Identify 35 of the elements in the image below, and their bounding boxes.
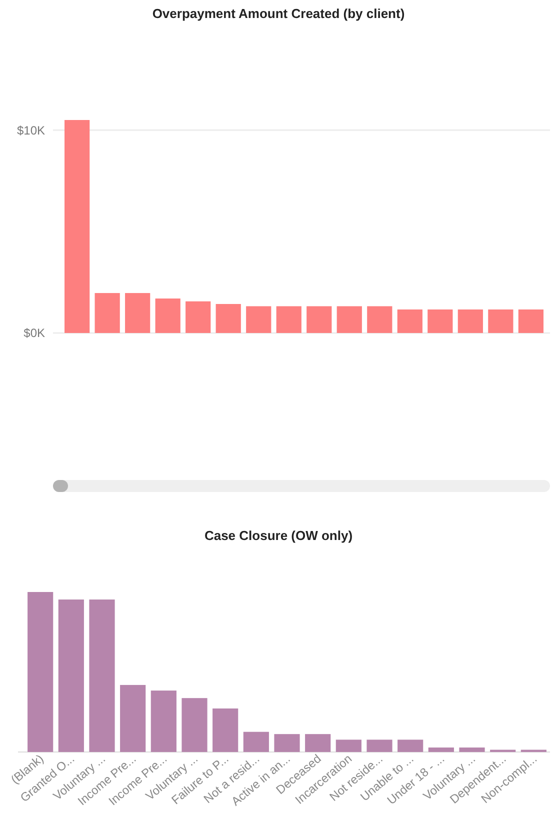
bar (212, 708, 238, 752)
bar (94, 293, 120, 333)
bar (428, 748, 454, 752)
bar (182, 698, 208, 752)
bar (306, 306, 332, 333)
chart-title: Overpayment Amount Created (by client) (152, 6, 405, 21)
bar (336, 306, 362, 333)
bar (518, 309, 544, 333)
chart-title: Case Closure (OW only) (204, 528, 353, 543)
bar (186, 301, 211, 333)
bar (246, 306, 272, 333)
bar (397, 309, 422, 333)
y-tick-label: $10K (16, 123, 45, 138)
bar (120, 684, 146, 752)
bar (336, 740, 362, 752)
bar (125, 293, 150, 333)
bar (459, 748, 485, 752)
bar (216, 304, 241, 333)
y-tick-label: $0K (24, 326, 45, 340)
bar (428, 309, 453, 333)
bar (243, 732, 269, 752)
bar (366, 740, 392, 752)
bar (398, 740, 424, 752)
bar (64, 120, 90, 333)
bar (58, 600, 84, 752)
bar (155, 298, 180, 333)
bar (274, 734, 300, 752)
bar (488, 309, 514, 333)
bar (276, 306, 302, 333)
bar (367, 306, 392, 333)
bar (28, 592, 54, 752)
bar (89, 600, 115, 752)
bar (305, 734, 331, 752)
bar (150, 690, 176, 752)
bar (458, 309, 483, 333)
